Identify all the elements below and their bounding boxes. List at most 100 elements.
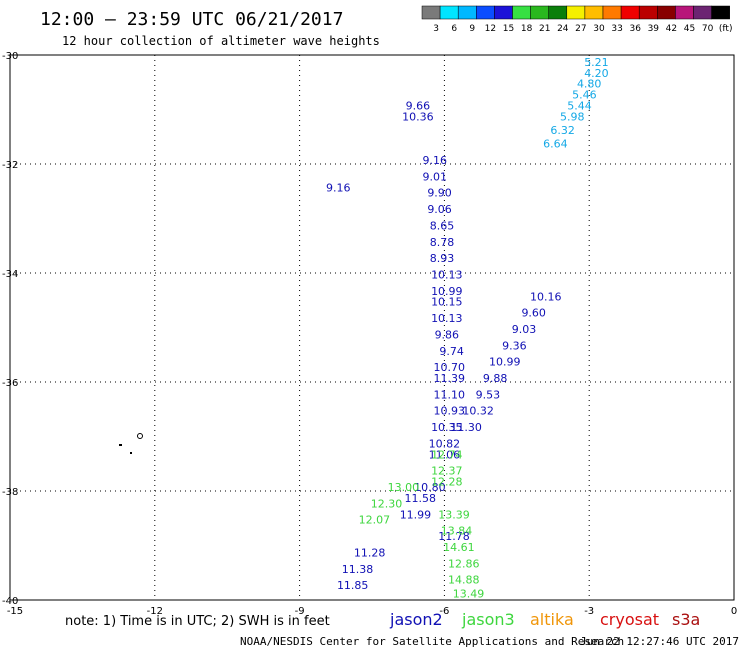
footer-timestamp: Jun 22 12:27:46 UTC 2017 [580, 635, 739, 648]
swh-point-jason3: 12.74 [431, 448, 463, 461]
swh-point-jason3: 13.00 [388, 481, 420, 494]
swh-point-jason3: 13.39 [438, 508, 470, 521]
swh-point-jason2: 11.06 [429, 448, 461, 461]
legend-altika: altika [530, 610, 574, 629]
swh-point-jason2: 9.74 [439, 345, 464, 358]
swh-point-jason2: 10.35 [431, 421, 463, 434]
swh-point-cyan: 4.20 [584, 67, 609, 80]
swh-point-cyan: 5.21 [584, 56, 609, 69]
colorbar-swatch [638, 5, 658, 20]
swh-point-jason2: 11.85 [337, 579, 369, 592]
swh-point-jason2: 9.06 [427, 203, 452, 216]
x-tick-label: -15 [7, 606, 23, 617]
x-tick-label: -3 [584, 606, 594, 617]
swh-point-jason2: 10.36 [402, 110, 434, 123]
satellite-legend: jason2 jason3 altika cryosat s3a [389, 610, 700, 629]
swh-point-jason2: 9.16 [422, 154, 447, 167]
axis-ticks: -15 -12 -9 -6 -3 0-30-32-34-36-38-40 [2, 51, 737, 617]
colorbar-label: 30 [593, 24, 605, 34]
island-marks [119, 433, 143, 454]
legend-s3a: s3a [672, 610, 700, 629]
colorbar-swatch [457, 5, 477, 20]
x-tick-label: -12 [147, 606, 163, 617]
colorbar-swatch [548, 5, 568, 20]
swh-point-cyan: 5.46 [572, 89, 597, 102]
colorbar-swatch [711, 5, 730, 20]
swh-point-jason2: 10.99 [489, 356, 521, 369]
colorbar-swatch [602, 5, 622, 20]
swh-point-jason3: 14.88 [448, 574, 480, 587]
colorbar-label: 42 [666, 24, 677, 34]
colorbar-label: (ft) [719, 24, 733, 34]
swh-point-jason2: 11.39 [433, 372, 465, 385]
swh-point-jason2: 11.28 [354, 546, 386, 559]
island-1 [137, 433, 143, 439]
swh-point-jason2: 10.93 [433, 405, 465, 418]
swh-point-jason2: 10.13 [431, 312, 463, 325]
swh-point-jason3: 13.49 [453, 587, 485, 600]
colorbar-label: 33 [611, 24, 622, 34]
swh-point-jason2: 10.15 [431, 296, 463, 309]
footer-note: note: 1) Time is in UTC; 2) SWH is in fe… [65, 614, 330, 629]
island-2 [119, 444, 122, 446]
colorbar-label: 9 [469, 24, 475, 34]
swh-point-jason2: 10.16 [530, 290, 562, 303]
swh-point-jason3: 14.61 [443, 541, 475, 554]
y-tick-label: -36 [2, 378, 18, 389]
colorbar-swatch [675, 5, 694, 20]
swh-point-jason2: 11.99 [400, 508, 432, 521]
swh-point-jason2: 9.01 [422, 170, 447, 183]
y-tick-label: -38 [2, 487, 18, 498]
swh-point-jason3: 12.28 [431, 476, 463, 489]
swh-point-jason2: 9.88 [483, 372, 508, 385]
swh-point-cyan: 6.32 [550, 124, 575, 137]
swh-point-jason2: 9.86 [435, 328, 460, 341]
colorbar-label: 6 [451, 24, 457, 34]
colorbar-label: 27 [575, 24, 586, 34]
colorbar-label: 12 [485, 24, 496, 34]
colorbar-swatch [494, 5, 513, 20]
swh-point-jason2: 9.03 [512, 323, 537, 336]
colorbar: 3 6 9 12 15 18 21 24 27 30 33 36 39 42 45 70 (ft) [421, 5, 733, 34]
swh-point-jason2: 11.10 [433, 388, 465, 401]
swh-point-jason2: 11.78 [438, 530, 470, 543]
swh-point-jason2: 10.32 [462, 405, 494, 418]
colorbar-label: 15 [503, 24, 514, 34]
swh-point-cyan: 6.64 [543, 138, 568, 151]
swh-point-jason2: 9.16 [326, 181, 351, 194]
colorbar-swatch [512, 5, 531, 20]
colorbar-swatch [693, 5, 712, 20]
y-tick-label: -32 [2, 160, 18, 171]
colorbar-swatch [439, 5, 459, 20]
colorbar-swatch [566, 5, 586, 20]
colorbar-label: 18 [521, 24, 533, 34]
swh-point-jason2: 10.80 [414, 481, 446, 494]
swh-point-jason2: 11.58 [405, 492, 437, 505]
colorbar-swatch [530, 5, 549, 20]
colorbar-label: 70 [702, 24, 714, 34]
swh-point-jason2: 10.82 [429, 437, 461, 450]
x-tick-label: -9 [295, 606, 305, 617]
legend-cryosat: cryosat [600, 610, 659, 629]
y-tick-label: -40 [2, 596, 18, 607]
legend-jason3: jason3 [461, 610, 515, 629]
swh-point-jason2: 8.65 [430, 219, 455, 232]
grid [10, 55, 734, 600]
swh-point-jason3: 12.37 [431, 465, 463, 478]
swh-point-jason2: 9.90 [427, 187, 452, 200]
swh-point-jason2: 10.70 [433, 361, 465, 374]
colorbar-label: 39 [648, 24, 660, 34]
swh-point-jason2: 9.53 [476, 388, 501, 401]
colorbar-swatch [620, 5, 640, 20]
swh-point-jason3: 12.30 [371, 497, 403, 510]
swh-point-jason2: 8.93 [430, 252, 455, 265]
swh-point-jason3: 12.07 [359, 514, 391, 527]
x-tick-label: 0 [731, 606, 737, 617]
swh-point-cyan: 4.80 [577, 78, 602, 91]
swh-point-jason2: 9.66 [406, 100, 431, 113]
swh-point-jason2: 11.30 [450, 421, 482, 434]
swh-point-cyan: 5.44 [567, 100, 592, 113]
swh-point-jason2: 10.13 [431, 268, 463, 281]
